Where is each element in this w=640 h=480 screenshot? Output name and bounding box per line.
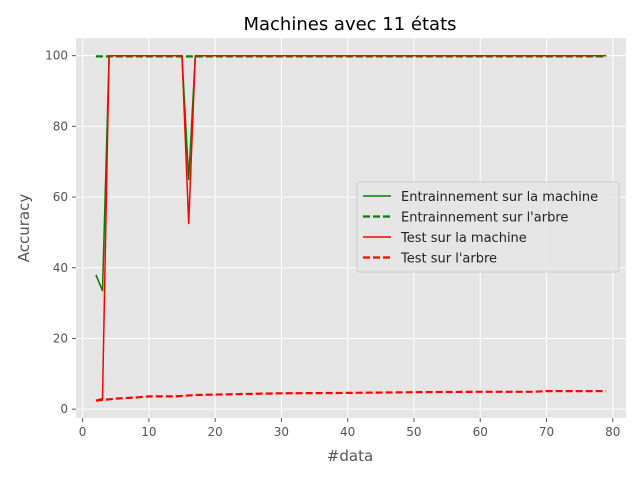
legend-label: Test sur la machine: [400, 231, 527, 246]
series-lines: [95, 54, 607, 402]
y-tick-label: 0: [60, 402, 68, 416]
y-tick-label: 40: [53, 261, 68, 275]
axis-ticks: 0 10 20 30 40 50 60 70 80 0 20 40 60 80 100: [45, 49, 620, 439]
x-tick-label: 10: [141, 425, 156, 439]
series-line-4: [95, 390, 607, 402]
x-tick-label: 60: [473, 425, 488, 439]
x-tick-label: 80: [605, 425, 620, 439]
y-axis-title: Accuracy: [15, 194, 33, 263]
series-line-3: [95, 54, 607, 402]
x-tick-label: 50: [406, 425, 421, 439]
x-axis-title: #data: [327, 447, 373, 465]
x-tick-label: 40: [340, 425, 355, 439]
y-tick-label: 20: [53, 331, 68, 345]
legend-box: [356, 181, 620, 273]
legend-label: Test sur l'arbre: [400, 252, 497, 267]
legend: Entrainnement sur la machine Entrainnemen…: [356, 181, 620, 273]
legend-label: Entrainnement sur l'arbre: [401, 211, 568, 226]
y-tick-label: 100: [45, 49, 68, 63]
legend-label: Entrainnement sur la machine: [401, 190, 598, 205]
x-tick-label: 0: [79, 425, 87, 439]
y-tick-label: 80: [53, 119, 68, 133]
x-tick-label: 20: [208, 425, 223, 439]
x-tick-label: 30: [274, 425, 289, 439]
x-tick-label: 70: [539, 425, 554, 439]
chart-title: Machines avec 11 états: [243, 14, 456, 35]
y-tick-label: 60: [53, 190, 68, 204]
